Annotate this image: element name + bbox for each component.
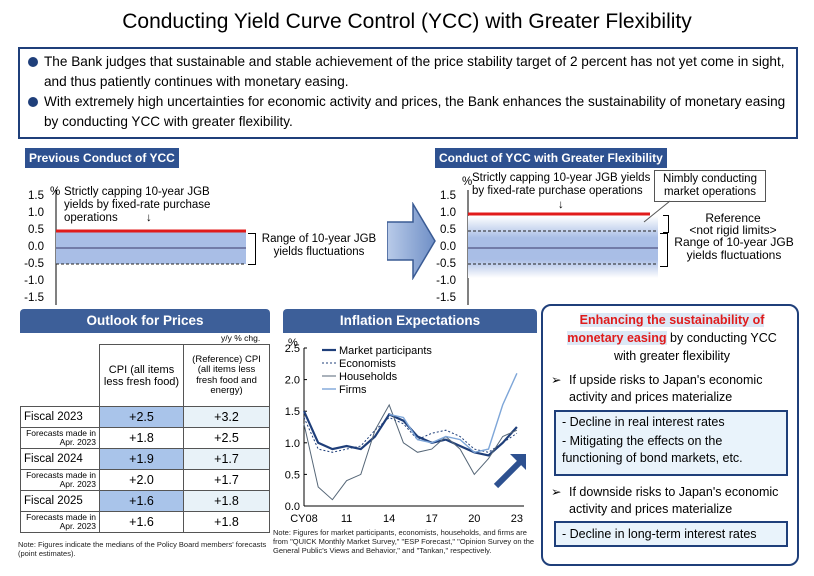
flexible-ycc-header: Conduct of YCC with Greater Flexibility	[435, 148, 667, 168]
col-core: (Reference) CPI (all items less fresh fo…	[183, 344, 270, 407]
y-tick: 1.0	[440, 207, 456, 219]
right-range-text: Range of 10-year JGB yields fluctuations	[674, 235, 794, 262]
y-tick: -0.5	[24, 258, 44, 270]
left-range-text: Range of 10-year JGB yields fluctuations	[261, 233, 377, 258]
x-tick-label: CY08	[290, 513, 318, 525]
range-bracket	[660, 233, 668, 267]
table-row: Forecasts made in Apr. 2023 +1.6 +1.8	[20, 511, 270, 533]
table-row: Fiscal 2025 +1.6 +1.8	[20, 490, 270, 512]
bullet-1: The Bank judges that sustainable and sta…	[28, 52, 788, 92]
enhance-title: Enhancing the sustainability of monetary…	[556, 311, 788, 365]
reference-label: Reference <not rigid limits>	[680, 212, 786, 236]
y-tick-label: 0.5	[285, 469, 300, 481]
y-tick-label: 2.5	[285, 343, 300, 355]
legend-label: Market participants	[339, 345, 432, 357]
y-tick-label: 1.5	[285, 406, 300, 418]
table-row: Forecasts made in Apr. 2023 +2.0 +1.7	[20, 469, 270, 491]
legend-label: Economists	[339, 358, 396, 370]
page-title: Conducting Yield Curve Control (YCC) wit…	[122, 10, 692, 33]
x-tick-label: 17	[426, 513, 438, 525]
x-tick-label: 23	[511, 513, 523, 525]
y-tick: -0.5	[436, 258, 456, 270]
enhance-title-rest: by conducting YCC with greater flexibili…	[613, 331, 777, 363]
y-tick: -1.0	[436, 275, 456, 287]
col-cpi: CPI (all items less fresh food)	[99, 344, 184, 407]
nimbly-callout: Nimbly conducting market operations	[654, 170, 766, 202]
left-yield-chart	[55, 190, 246, 305]
series-line-firms	[389, 373, 518, 454]
summary-box: The Bank judges that sustainable and sta…	[18, 47, 798, 139]
trend-arrow-icon	[493, 459, 523, 489]
upside-item: - Decline in real interest rates	[562, 415, 725, 429]
downside-effect: - Decline in long-term interest rates	[554, 521, 788, 547]
y-unit: %	[288, 337, 298, 349]
transition-arrow-icon	[387, 202, 436, 280]
y-tick: 0.0	[28, 241, 44, 253]
legend-label: Firms	[339, 384, 367, 396]
x-tick-label: 20	[468, 513, 480, 525]
trend-arrowhead-icon	[510, 454, 526, 470]
y-tick: 1.0	[28, 207, 44, 219]
x-tick-label: 11	[341, 513, 352, 525]
arrow-bullet-icon: ➢	[551, 485, 562, 499]
y-tick-label: 2.0	[285, 375, 300, 387]
percent-label: %	[462, 176, 473, 188]
y-tick: -1.0	[24, 275, 44, 287]
down-arrow: ↓	[146, 212, 152, 224]
x-tick-label: 14	[383, 513, 395, 525]
down-arrow: ↓	[558, 199, 564, 211]
series-line-households	[303, 403, 518, 501]
inflation-note: Note: Figures for market participants, e…	[273, 528, 535, 555]
y-tick: 0.0	[440, 241, 456, 253]
not-rigid-text: <not rigid limits>	[689, 223, 777, 237]
outlook-table: CPI (all items less fresh food) (Referen…	[20, 344, 270, 533]
left-cap-text: Strictly capping 10-year JGB yields by f…	[64, 186, 211, 224]
bullet-2: With extremely high uncertainties for ec…	[28, 92, 788, 132]
callout-pointer	[643, 200, 671, 223]
percent-label: %	[50, 186, 61, 198]
previous-ycc-header: Previous Conduct of YCC	[25, 148, 179, 168]
y-tick: -1.5	[24, 292, 44, 304]
y-tick: 1.5	[440, 190, 456, 202]
range-band	[468, 216, 658, 278]
outlook-note: Note: Figures indicate the medians of th…	[18, 540, 267, 558]
range-bracket	[248, 233, 256, 265]
legend-label: Households	[339, 371, 398, 383]
y-tick: 1.5	[28, 190, 44, 202]
y-tick-label: 1.0	[285, 438, 300, 450]
arrow-bullet-icon: ➢	[551, 373, 562, 387]
inflation-header: Inflation Expectations	[283, 309, 537, 333]
enhance-box	[541, 304, 799, 566]
table-row: Fiscal 2023 +2.5 +3.2	[20, 406, 270, 428]
y-tick: 0.5	[440, 224, 456, 236]
table-row: Fiscal 2024 +1.9 +1.7	[20, 448, 270, 470]
outlook-header: Outlook for Prices	[20, 309, 270, 333]
right-cap-text: Strictly capping 10-year JGB yields by f…	[472, 172, 651, 197]
series-line-economists	[303, 416, 518, 453]
downside-text: ➢ If downside risks to Japan's economic …	[551, 485, 779, 516]
y-tick-label: 0.0	[285, 501, 300, 513]
y-tick: -1.5	[436, 292, 456, 304]
y-tick: 0.5	[28, 224, 44, 236]
reference-text: Reference	[705, 211, 761, 225]
reference-bracket	[663, 215, 669, 233]
table-row: Forecasts made in Apr. 2023 +1.8 +2.5	[20, 427, 270, 449]
series-line-market-participants	[302, 410, 518, 457]
upside-text: ➢ If upside risks to Japan's economic ac…	[551, 373, 763, 404]
upside-effects: - Decline in real interest rates - Mitig…	[554, 410, 788, 476]
right-yield-chart	[467, 190, 658, 305]
upside-item: - Mitigating the effects on the function…	[562, 434, 743, 465]
unit-label: y/y % chg.	[221, 333, 261, 343]
